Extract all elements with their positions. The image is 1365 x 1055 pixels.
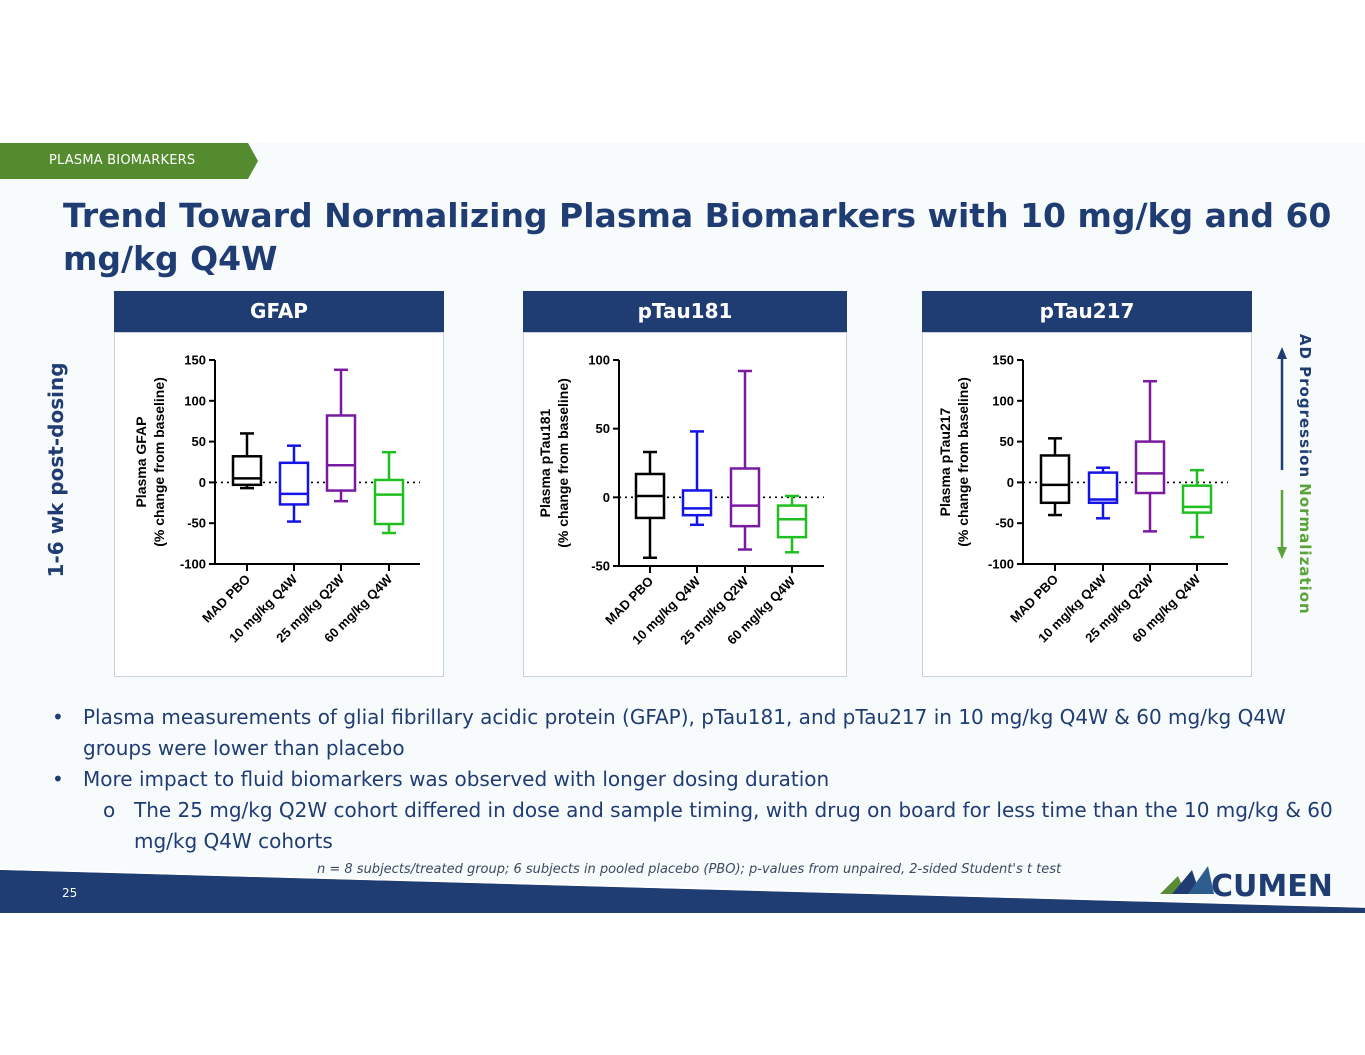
- acumen-logo-icon: [1160, 866, 1214, 894]
- box-iqr: [776, 504, 808, 539]
- y-tick-label: -50: [187, 516, 206, 531]
- normalization-label: Normalization: [1296, 483, 1314, 615]
- y-axis-label-line1: Plasma pTau181: [537, 408, 553, 517]
- y-tick-label: -100: [180, 557, 206, 572]
- y-tick-label: -50: [995, 516, 1014, 531]
- left-axis-label: 1-6 wk post-dosing: [44, 362, 68, 578]
- bullet-text: Plasma measurements of glial fibrillary …: [83, 705, 1286, 760]
- y-axis-label-line2: (% change from baseline): [555, 378, 571, 548]
- direction-arrows: [1277, 347, 1287, 559]
- page-number: 25: [62, 886, 78, 900]
- bullet-list: • Plasma measurements of glial fibrillar…: [52, 702, 1342, 857]
- y-axis-label-line2: (% change from baseline): [955, 377, 971, 547]
- y-tick-label: 50: [192, 434, 206, 449]
- box-iqr: [729, 467, 761, 528]
- bullet-dot: •: [52, 767, 64, 791]
- section-tag: PLASMA BIOMARKERS: [0, 143, 258, 179]
- y-tick-label: 100: [992, 393, 1014, 408]
- section-tag-shape: [0, 143, 258, 179]
- panel-header-ptau181: pTau181: [523, 291, 847, 332]
- box-iqr: [1087, 471, 1119, 505]
- arrow-down-icon: [1277, 547, 1287, 559]
- y-tick-label: 0: [1007, 475, 1014, 490]
- panel-header-ptau217: pTau217: [922, 291, 1252, 332]
- y-tick-label: -50: [591, 559, 610, 574]
- box-iqr: [373, 478, 405, 526]
- sub-bullet-text: The 25 mg/kg Q2W cohort differed in dose…: [134, 798, 1333, 853]
- y-tick-label: 150: [184, 353, 206, 368]
- box-iqr: [1181, 484, 1213, 514]
- y-tick-label: 0: [603, 490, 610, 505]
- sub-bullet-dot: o: [103, 798, 116, 822]
- bullet-item: • Plasma measurements of glial fibrillar…: [52, 702, 1342, 764]
- y-tick-label: 100: [184, 393, 206, 408]
- box-iqr: [278, 461, 310, 506]
- section-tag-label: PLASMA BIOMARKERS: [49, 153, 196, 168]
- box-iqr: [1134, 440, 1166, 495]
- y-axis-label-line1: Plasma GFAP: [133, 416, 149, 507]
- box-iqr: [231, 455, 263, 487]
- logo-text: CUMEN: [1211, 869, 1333, 904]
- y-tick-label: 100: [588, 353, 610, 368]
- sub-bullet-item: o The 25 mg/kg Q2W cohort differed in do…: [52, 795, 1342, 857]
- y-tick-label: -100: [988, 557, 1014, 572]
- y-axis-label-line1: Plasma pTau217: [937, 407, 953, 516]
- y-tick-label: 150: [992, 353, 1014, 368]
- y-tick-label: 0: [199, 475, 206, 490]
- footnote: n = 8 subjects/treated group; 6 subjects…: [317, 862, 1062, 877]
- y-tick-label: 50: [1000, 434, 1014, 449]
- arrow-up-icon: [1277, 347, 1287, 359]
- box-iqr: [1039, 454, 1071, 505]
- bullet-item: • More impact to fluid biomarkers was ob…: [52, 764, 1342, 795]
- page-title: Trend Toward Normalizing Plasma Biomarke…: [63, 196, 1332, 278]
- panel-header-gfap: GFAP: [114, 291, 444, 332]
- y-tick-label: 50: [596, 421, 610, 436]
- y-axis-label-line2: (% change from baseline): [151, 377, 167, 547]
- box-iqr: [681, 489, 713, 517]
- bullet-dot: •: [52, 705, 64, 729]
- bullet-text: More impact to fluid biomarkers was obse…: [83, 767, 830, 791]
- box-iqr: [325, 414, 357, 492]
- ad-progression-label: AD Progression: [1296, 333, 1314, 479]
